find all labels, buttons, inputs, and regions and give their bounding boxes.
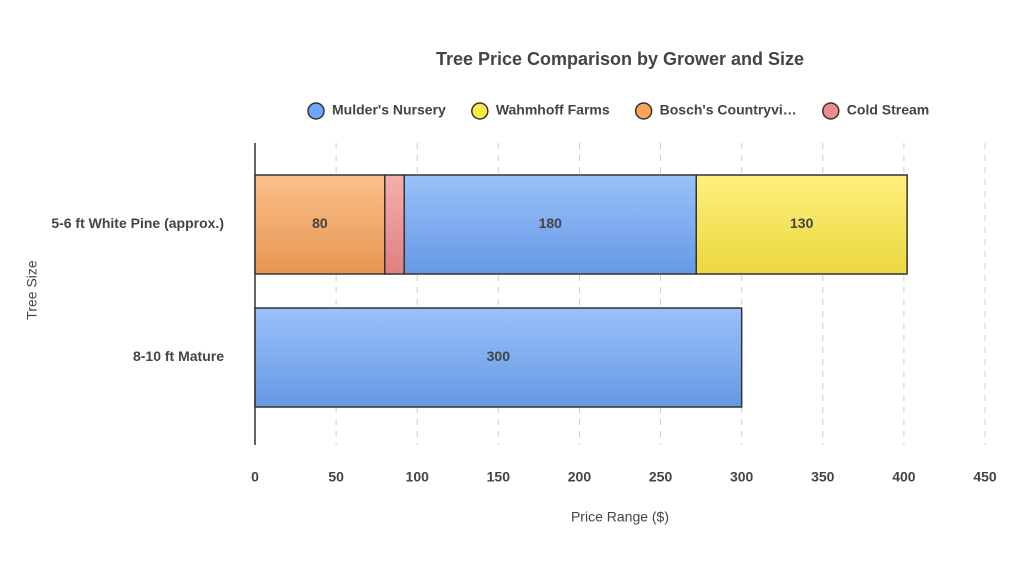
legend-label: Mulder's Nursery bbox=[332, 102, 446, 118]
chart-title: Tree Price Comparison by Grower and Size bbox=[436, 49, 804, 69]
y-axis-label: Tree Size bbox=[24, 260, 40, 320]
x-tick-label: 250 bbox=[649, 469, 673, 485]
data-label: 80 bbox=[312, 215, 328, 231]
data-label: 300 bbox=[487, 348, 511, 364]
legend-label: Wahmhoff Farms bbox=[496, 102, 610, 118]
legend-swatch bbox=[822, 102, 840, 120]
x-tick-label: 300 bbox=[730, 469, 754, 485]
bar-segment bbox=[254, 307, 743, 408]
legend-swatch bbox=[471, 102, 489, 120]
x-tick-label: 100 bbox=[406, 469, 430, 485]
legend-swatch bbox=[634, 102, 653, 120]
bar-segment bbox=[384, 174, 405, 275]
bar-segment bbox=[254, 174, 386, 275]
x-tick-label: 0 bbox=[251, 469, 259, 485]
data-label: 130 bbox=[790, 215, 814, 231]
bar-segment bbox=[403, 174, 697, 275]
x-tick-label: 200 bbox=[568, 469, 592, 485]
x-axis-label: Price Range ($) bbox=[571, 509, 669, 525]
bar-segment bbox=[695, 174, 908, 275]
x-tick-label: 350 bbox=[811, 469, 835, 485]
legend-label: Cold Stream bbox=[847, 102, 929, 118]
legend-swatch bbox=[307, 102, 325, 120]
y-tick-label: 5-6 ft White Pine (approx.) bbox=[51, 215, 224, 231]
x-tick-label: 50 bbox=[328, 469, 344, 485]
data-label: 180 bbox=[539, 215, 563, 231]
legend-label: Bosch's Countryvi… bbox=[660, 102, 797, 118]
y-tick-label: 8-10 ft Mature bbox=[133, 348, 224, 364]
x-tick-label: 150 bbox=[487, 469, 511, 485]
x-tick-label: 400 bbox=[892, 469, 916, 485]
x-tick-label: 450 bbox=[973, 469, 997, 485]
